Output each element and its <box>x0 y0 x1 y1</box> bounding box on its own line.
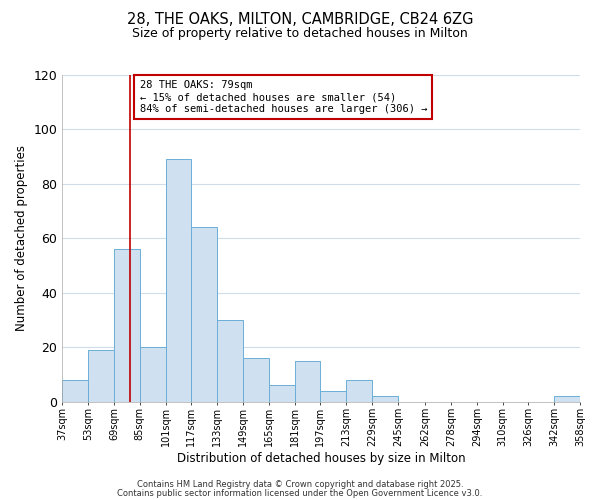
Bar <box>320 390 346 402</box>
Bar <box>88 350 114 402</box>
Bar <box>346 380 372 402</box>
Bar <box>295 360 320 402</box>
Bar <box>217 320 243 402</box>
Text: 28 THE OAKS: 79sqm
← 15% of detached houses are smaller (54)
84% of semi-detache: 28 THE OAKS: 79sqm ← 15% of detached hou… <box>140 80 427 114</box>
X-axis label: Distribution of detached houses by size in Milton: Distribution of detached houses by size … <box>177 452 466 465</box>
Text: Contains public sector information licensed under the Open Government Licence v3: Contains public sector information licen… <box>118 488 482 498</box>
Text: Size of property relative to detached houses in Milton: Size of property relative to detached ho… <box>132 28 468 40</box>
Bar <box>166 160 191 402</box>
Bar <box>114 249 140 402</box>
Text: Contains HM Land Registry data © Crown copyright and database right 2025.: Contains HM Land Registry data © Crown c… <box>137 480 463 489</box>
Y-axis label: Number of detached properties: Number of detached properties <box>15 146 28 332</box>
Bar <box>191 228 217 402</box>
Text: 28, THE OAKS, MILTON, CAMBRIDGE, CB24 6ZG: 28, THE OAKS, MILTON, CAMBRIDGE, CB24 6Z… <box>127 12 473 28</box>
Bar <box>140 347 166 402</box>
Bar <box>372 396 398 402</box>
Bar <box>62 380 88 402</box>
Bar <box>269 385 295 402</box>
Bar <box>554 396 580 402</box>
Bar <box>243 358 269 402</box>
